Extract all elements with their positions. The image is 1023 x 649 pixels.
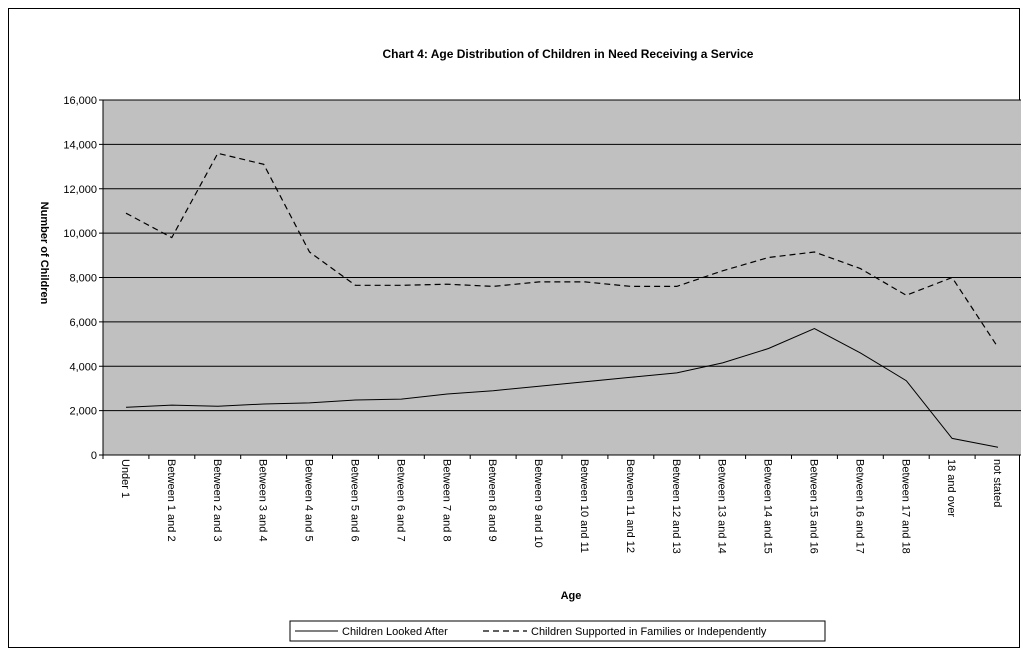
x-tick-label: 18 and over bbox=[945, 459, 957, 517]
y-tick-label: 0 bbox=[91, 450, 97, 462]
x-tick-labels: Under 1 Between 1 and 2 Between 2 and 3 Bet… bbox=[119, 459, 1003, 554]
x-tick-label: Between 2 and 3 bbox=[211, 459, 223, 542]
x-tick-label: Between 10 and 11 bbox=[578, 459, 590, 553]
series-line-0 bbox=[125, 327, 999, 448]
x-tick-label: Between 9 and 10 bbox=[532, 459, 544, 548]
x-tick-label: Between 15 and 16 bbox=[807, 459, 819, 554]
series-lines bbox=[125, 152, 999, 448]
chart-svg: Chart 4: Age Distribution of Children in… bbox=[38, 47, 1021, 642]
y-tick-labels: 0 2,000 4,000 6,000 8,000 10,000 12,000 14,000 1… bbox=[63, 95, 97, 462]
y-tick-label: 10,000 bbox=[63, 228, 97, 240]
legend-label-supported: Children Supported in Families or Indepe… bbox=[531, 626, 767, 638]
chart-title: Chart 4: Age Distribution of Children in… bbox=[383, 47, 754, 61]
legend-label-looked-after: Children Looked After bbox=[342, 626, 448, 638]
y-tick-label: 8,000 bbox=[69, 273, 97, 285]
y-tick-label: 14,000 bbox=[63, 139, 97, 151]
x-tick-label: Between 8 and 9 bbox=[486, 459, 498, 542]
x-tick-label: Between 3 and 4 bbox=[257, 459, 269, 542]
y-tick-label: 6,000 bbox=[69, 317, 97, 329]
x-tick-label: Between 12 and 13 bbox=[670, 459, 682, 554]
series-line-1 bbox=[125, 152, 999, 348]
x-axis-title: Age bbox=[561, 590, 582, 602]
y-tick-label: 2,000 bbox=[69, 406, 97, 418]
y-tick-label: 16,000 bbox=[63, 95, 97, 107]
x-tick-label: Between 4 and 5 bbox=[303, 459, 315, 542]
x-tick-label: Between 6 and 7 bbox=[394, 459, 406, 542]
y-axis-title: Number of Children bbox=[38, 202, 50, 305]
x-tick-label: Between 13 and 14 bbox=[716, 459, 728, 554]
x-tick-label: Between 17 and 18 bbox=[899, 459, 911, 554]
axes bbox=[102, 100, 1021, 459]
x-tick-label: Between 16 and 17 bbox=[853, 459, 865, 554]
y-tick-label: 12,000 bbox=[63, 184, 97, 196]
y-tick-label: 4,000 bbox=[69, 361, 97, 373]
x-tick-label: Under 1 bbox=[119, 459, 131, 498]
x-tick-label: Between 7 and 8 bbox=[440, 459, 452, 542]
legend: Children Looked After Children Supported… bbox=[289, 620, 826, 642]
chart-container: Chart 4: Age Distribution of Children in… bbox=[8, 8, 1021, 648]
x-tick-label: Between 11 and 12 bbox=[624, 459, 636, 553]
x-tick-label: Between 14 and 15 bbox=[762, 459, 774, 554]
x-tick-label: not stated bbox=[991, 459, 1003, 507]
x-tick-label: Between 1 and 2 bbox=[165, 459, 177, 542]
x-tick-label: Between 5 and 6 bbox=[348, 459, 360, 542]
